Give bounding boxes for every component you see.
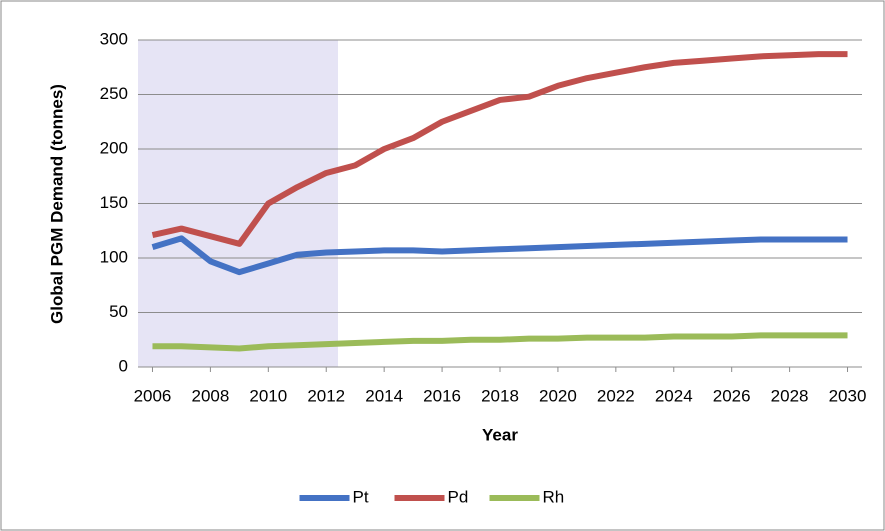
x-tick-label: 2010	[249, 386, 287, 405]
y-axis-title: Global PGM Demand (tonnes)	[47, 84, 66, 324]
x-tick-label: 2016	[423, 386, 461, 405]
x-tick-label: 2018	[481, 386, 519, 405]
y-tick-label: 100	[100, 247, 128, 266]
x-tick-label: 2026	[713, 386, 751, 405]
series-line	[152, 332, 848, 352]
x-tick-label: 2020	[539, 386, 577, 405]
legend-label: Pd	[448, 487, 469, 506]
x-tick-label: 2006	[134, 386, 172, 405]
series-line	[151, 51, 848, 247]
x-tick-label: 2030	[829, 386, 867, 405]
y-tick-label: 150	[100, 193, 128, 212]
legend-label: Rh	[543, 487, 565, 506]
x-tick-label: 2014	[365, 386, 403, 405]
x-tick-label: 2008	[191, 386, 229, 405]
y-tick-label: 300	[100, 29, 128, 48]
x-tick-label: 2012	[307, 386, 345, 405]
x-tick-label: 2028	[771, 386, 809, 405]
x-tick-label: 2022	[597, 386, 635, 405]
x-tick-label: 2024	[655, 386, 693, 405]
y-tick-label: 250	[100, 84, 128, 103]
y-tick-label: 50	[109, 302, 128, 321]
series-line	[151, 235, 848, 276]
legend-label: Pt	[353, 487, 369, 506]
y-tick-label: 0	[119, 356, 128, 375]
x-axis-title: Year	[482, 425, 518, 444]
y-tick-label: 200	[100, 138, 128, 157]
